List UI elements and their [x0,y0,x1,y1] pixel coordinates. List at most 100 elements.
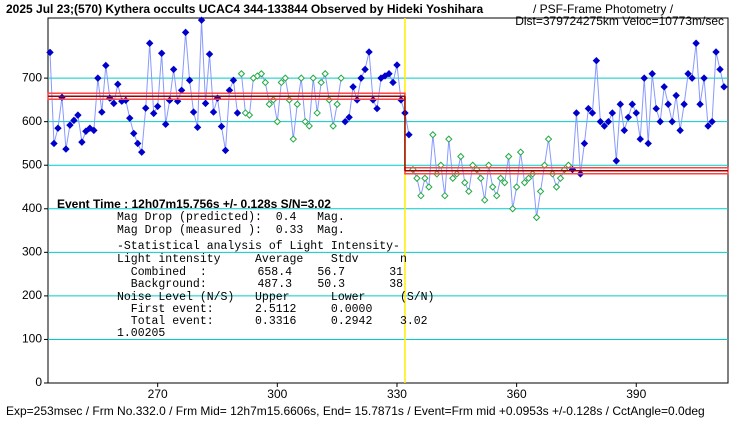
data-point [297,74,305,82]
stat-cell: 487.3 [257,278,292,291]
data-point [277,78,286,87]
data-point [145,39,154,47]
data-point [102,61,110,70]
data-point [520,178,529,187]
event-time: Event Time : 12h07m15.756s +/- 0.128s S/… [57,197,331,211]
data-point [465,187,473,196]
data-point [94,74,102,82]
stat-cell: 38 [389,278,403,291]
data-point [624,113,633,122]
data-point [516,148,525,156]
footer-part: Exp=253msec / Frm No. [6,404,136,418]
data-point [50,139,58,148]
stat-cell: Combined : [117,266,207,279]
data-point [361,65,369,74]
data-point [405,131,413,139]
data-point [110,99,118,108]
y-tick-label: 600 [22,114,42,128]
data-point [90,126,98,135]
x-tick-label: 330 [387,387,407,401]
data-point [604,117,613,126]
data-point [688,74,696,82]
data-point [149,109,158,118]
data-point [584,104,593,113]
data-point [153,102,162,111]
data-point [616,100,625,108]
data-point [373,104,381,113]
data-point [66,121,74,129]
data-point [114,80,122,88]
data-point [457,152,465,161]
data-point [421,174,429,182]
data-point [461,178,469,187]
data-point [636,135,644,143]
data-point [189,108,198,116]
stat-cell: 31 [389,266,403,279]
footer: Exp=253msec / Frm No.332.0 / Frm Mid= 12… [6,404,705,418]
data-point [185,76,194,84]
data-point [449,174,457,182]
y-tick-label: 100 [22,332,42,346]
data-point [70,116,78,125]
data-point [317,78,325,87]
data-point [492,192,501,200]
y-tick-label: 400 [22,201,42,215]
data-point [321,70,329,78]
data-point [233,109,242,117]
data-point [257,70,266,78]
data-point [265,100,274,108]
note: Mag Drop (measured ): 0.33 Mag. [117,224,345,237]
series-line [412,134,569,218]
data-point [281,74,290,82]
data-point [134,139,142,148]
data-point [393,61,401,69]
data-point [313,109,321,117]
note: -Statistical analysis of Light Intensity… [117,240,400,253]
data-point [536,187,545,196]
data-point [429,131,437,139]
data-point [261,78,270,87]
data-point [572,109,581,117]
data-point [684,70,692,78]
data-point [337,74,345,82]
data-point [644,139,652,148]
data-point [237,70,246,78]
data-point [138,148,146,156]
data-point [157,49,166,57]
data-point [628,100,636,108]
data-point [201,99,210,108]
footer-part: 332.0 [136,404,166,418]
data-point [544,135,553,143]
data-point [481,196,489,204]
data-point [708,117,716,126]
data-point [54,124,62,132]
data-point [309,74,317,82]
data-point [496,174,505,182]
data-point [612,157,621,165]
data-point [524,174,533,182]
data-point [716,65,724,74]
data-point [692,39,700,47]
data-point [78,138,86,146]
data-point [648,70,656,78]
data-point [126,114,134,122]
data-point [532,213,541,222]
data-point [600,122,609,130]
data-point [700,74,708,82]
data-point [86,124,94,132]
data-point [592,56,601,65]
stat-cell: 658.4 [257,266,292,279]
y-tick-label: 0 [35,375,42,389]
y-tick-label: 200 [22,288,42,302]
data-point [704,122,712,130]
data-point [720,83,728,91]
x-tick-label: 270 [148,387,168,401]
data-point [676,126,684,135]
data-point [512,183,521,191]
data-point [668,117,676,126]
data-point [142,104,150,112]
data-point [62,145,70,153]
data-point [640,74,648,82]
data-point [596,117,605,126]
data-point [169,65,178,74]
